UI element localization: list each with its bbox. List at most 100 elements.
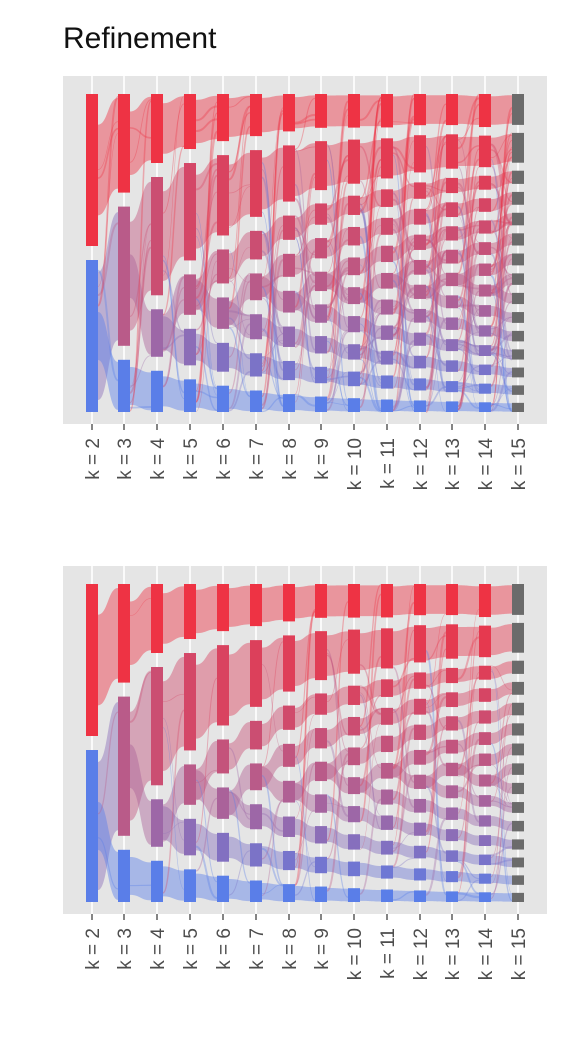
cluster-node <box>315 728 327 749</box>
thin-link <box>457 764 480 777</box>
flow-link <box>491 816 512 831</box>
thin-link <box>425 226 447 244</box>
flow-link <box>491 233 512 255</box>
cluster-node <box>118 359 130 412</box>
thin-link <box>195 213 218 387</box>
thin-link <box>195 677 218 843</box>
thin-link <box>326 175 349 274</box>
thin-link <box>261 275 284 288</box>
thin-link <box>162 259 185 394</box>
thin-link <box>326 331 349 412</box>
thin-link <box>261 297 284 345</box>
panel-background <box>63 76 547 424</box>
flow-link <box>426 356 446 372</box>
thin-link <box>425 143 447 211</box>
thin-link <box>261 356 284 400</box>
thin-link <box>195 221 218 299</box>
cluster-node <box>348 861 360 877</box>
flow-link <box>426 625 446 660</box>
flow-link <box>491 402 512 412</box>
cluster-node <box>512 743 524 756</box>
thin-link <box>392 601 415 769</box>
thin-link <box>326 155 349 243</box>
thin-link <box>392 197 415 411</box>
cluster-node <box>250 584 262 627</box>
flow-link <box>458 626 479 657</box>
flow-link <box>295 143 315 197</box>
thin-link <box>261 230 284 335</box>
flow-link <box>327 141 348 186</box>
flow-link <box>393 699 414 724</box>
thin-link <box>425 238 447 265</box>
thin-link <box>261 774 284 886</box>
flow-link <box>426 202 446 224</box>
thin-link <box>457 97 480 150</box>
flow-link <box>360 345 381 365</box>
cluster-node <box>283 635 295 692</box>
flow-link <box>130 254 151 355</box>
flow-link <box>327 686 348 713</box>
cluster-node <box>381 138 393 179</box>
cluster-node <box>512 212 524 226</box>
x-tick-label: k = 13 <box>443 928 464 980</box>
thin-link <box>490 148 513 212</box>
thin-link <box>195 253 218 307</box>
thin-link <box>261 231 284 364</box>
flow-link <box>229 791 250 829</box>
thin-link <box>425 724 447 836</box>
thin-link <box>294 267 316 274</box>
thin-link <box>490 371 513 412</box>
thin-link <box>326 240 349 301</box>
flow-link <box>360 708 381 735</box>
cluster-node <box>315 584 327 618</box>
thin-link <box>294 611 316 759</box>
thin-link <box>457 206 480 329</box>
cluster-node <box>512 367 524 378</box>
thin-link <box>392 118 415 315</box>
flow-link <box>426 333 446 351</box>
thin-link <box>457 166 480 411</box>
thin-link <box>392 192 415 261</box>
flow-link <box>163 316 184 364</box>
cluster-node <box>446 716 458 731</box>
cluster-node <box>479 625 491 658</box>
thin-link <box>228 791 251 815</box>
thin-link <box>457 295 480 393</box>
thin-link <box>261 107 284 365</box>
cluster-node <box>512 782 524 795</box>
thin-link <box>359 208 382 384</box>
thin-link <box>457 290 480 403</box>
thin-link <box>457 721 480 839</box>
x-tick-label: k = 2 <box>83 438 104 480</box>
thin-link <box>490 351 513 375</box>
cluster-node <box>250 720 262 750</box>
cluster-node <box>184 328 196 366</box>
cluster-node <box>381 840 393 855</box>
cluster-node <box>348 94 360 128</box>
thin-link <box>457 206 480 238</box>
cluster-node <box>446 249 458 264</box>
thin-link <box>490 203 513 268</box>
thin-link <box>294 97 316 150</box>
cluster-node <box>348 344 360 360</box>
thin-link <box>261 664 284 752</box>
flow-link <box>295 272 315 311</box>
flow-link <box>426 891 446 902</box>
thin-link <box>457 252 480 330</box>
thin-link <box>490 156 513 235</box>
cluster-node <box>381 628 393 669</box>
flow-link <box>458 871 479 884</box>
cluster-node <box>381 584 393 618</box>
cluster-node <box>414 845 426 859</box>
x-tick-label: k = 4 <box>148 928 169 970</box>
thin-link <box>294 393 316 407</box>
thin-link <box>425 278 447 300</box>
cluster-node <box>414 135 426 173</box>
thin-link <box>392 317 415 408</box>
thin-link <box>359 233 382 409</box>
flow-link <box>458 340 479 356</box>
flow-link <box>327 273 348 304</box>
thin-link <box>392 98 415 378</box>
flow-link <box>327 717 348 747</box>
cluster-node <box>446 807 458 820</box>
